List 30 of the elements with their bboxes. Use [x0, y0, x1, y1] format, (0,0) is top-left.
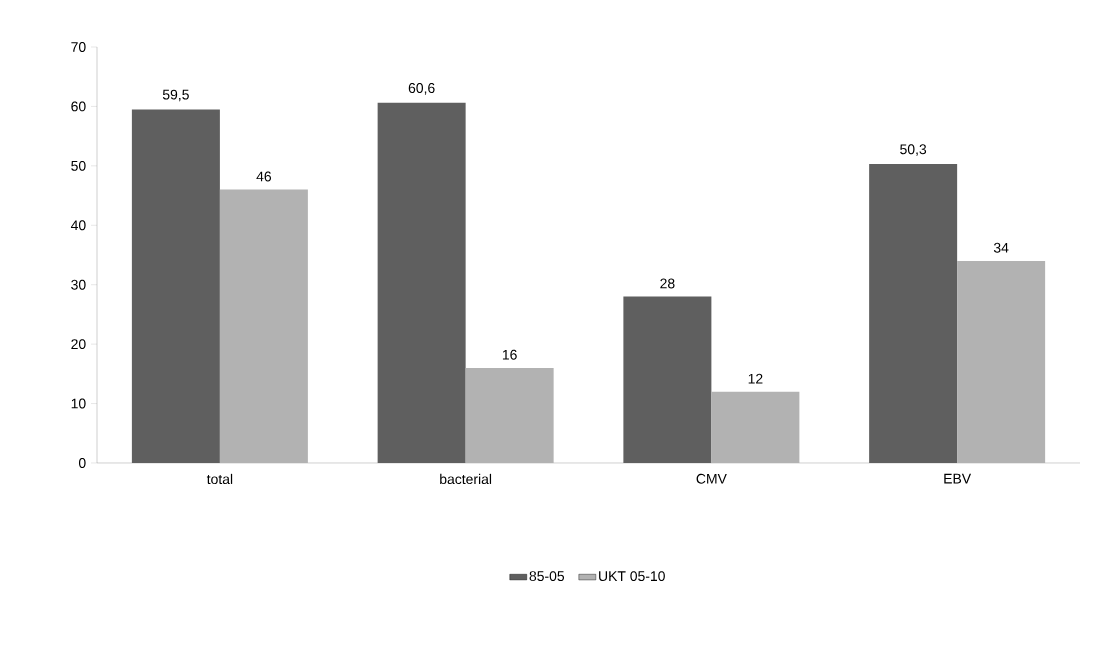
data-label: 50,3: [900, 144, 927, 156]
y-tick-label: 20: [71, 339, 86, 350]
legend-label: 85-05: [529, 571, 565, 582]
y-tick-label: 0: [78, 458, 86, 468]
data-label: 34: [993, 242, 1009, 253]
y-tick-label: 10: [71, 398, 86, 409]
bar: [131, 109, 220, 463]
y-tick-label: 30: [71, 279, 86, 290]
bar: [377, 102, 466, 463]
bar: [869, 164, 958, 463]
data-label: 28: [660, 278, 675, 289]
y-tick-label: 50: [71, 160, 86, 171]
data-label: 12: [748, 373, 763, 384]
x-tick-label: EBV: [944, 473, 972, 484]
data-label: 59,5: [162, 89, 189, 102]
bar: [711, 391, 800, 463]
y-tick-label: 60: [71, 101, 86, 112]
data-label: 60,6: [408, 83, 435, 95]
data-label: 46: [256, 171, 272, 182]
y-tick-label: 70: [71, 42, 86, 52]
x-tick-label: CMV: [696, 473, 727, 484]
x-tick-label: total: [206, 473, 233, 485]
legend-label: UKT 05-10: [599, 571, 665, 582]
bar: [219, 189, 308, 463]
y-tick-label: 40: [70, 220, 86, 231]
bar: [465, 367, 554, 463]
data-label: 16: [502, 349, 517, 360]
bar: [623, 296, 712, 463]
x-tick-label: bacterial: [440, 473, 492, 485]
bar: [957, 260, 1046, 463]
